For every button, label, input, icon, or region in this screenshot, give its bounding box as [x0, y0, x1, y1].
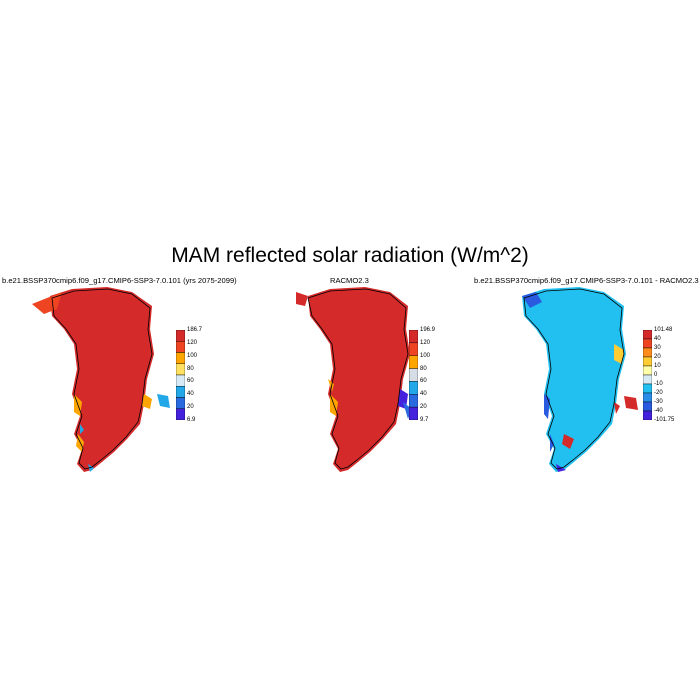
east-low-cells: [403, 402, 412, 419]
ice-sheet-field: [50, 287, 154, 472]
colorbar-tick-label: 80: [187, 365, 194, 372]
east-coast-margin: [142, 394, 152, 409]
colorbar-tick-label: 80: [420, 365, 427, 372]
colorbar-tick-label: 120: [420, 339, 431, 346]
colorbar-swatch: [409, 406, 418, 420]
colorbar-swatch: [643, 401, 652, 412]
colorbar-tick-label: 60: [187, 378, 194, 385]
panel-title: b.e21.BSSP370cmip6.f09_g17.CMIP6-SSP3-7.…: [474, 276, 699, 285]
colorbar-swatch: [409, 381, 418, 395]
colorbar-tick-label: 40: [654, 336, 661, 342]
iceland-cells: [624, 396, 638, 410]
greenland-map: [32, 287, 170, 472]
colorbar-tick-label: 40: [420, 391, 427, 398]
colorbar-tick-label: 60: [420, 378, 427, 385]
figure-title: MAM reflected solar radiation (W/m^2): [171, 244, 529, 267]
colorbar-tick-label: 20: [654, 354, 661, 360]
colorbar-swatch: [643, 330, 652, 340]
colorbar-swatch: [176, 341, 185, 353]
colorbar-swatches: [176, 330, 185, 420]
coastline: [523, 288, 625, 470]
panel-difference: b.e21.BSSP370cmip6.f09_g17.CMIP6-SSP3-7.…: [474, 276, 699, 476]
ice-sheet-field: [308, 287, 410, 472]
colorbar-tick-label: 10: [654, 363, 661, 369]
west-negative-margin: [544, 394, 554, 452]
colorbar-tick-label: 9.7: [420, 417, 429, 423]
coastline: [51, 288, 153, 470]
colorbar-racmo: 196.9 120 100 80 60 40 20 9.7: [409, 327, 435, 423]
colorbar-swatches: [643, 330, 652, 420]
greenland-map: [522, 287, 638, 472]
panel-title: b.e21.BSSP370cmip6.f09_g17.CMIP6-SSP3-7.…: [2, 276, 237, 285]
colorbar-swatch: [409, 355, 418, 369]
colorbar-swatch: [643, 338, 652, 349]
colorbar-swatch: [176, 352, 185, 364]
colorbar-tick-label: 20: [187, 404, 194, 411]
colorbar-swatch: [409, 368, 418, 382]
colorbar-swatch: [643, 383, 652, 394]
southeast-positive-cells: [614, 402, 620, 414]
colorbar-tick-label: -101.75: [654, 417, 675, 423]
colorbar-swatch: [176, 408, 185, 420]
colorbar-swatch: [409, 342, 418, 356]
south-positive-cells: [562, 434, 574, 449]
north-coast-region: [296, 292, 308, 306]
colorbar-swatch: [409, 394, 418, 408]
colorbar-tick-label: 120: [187, 339, 198, 346]
coastal-low-cells: [80, 424, 94, 472]
colorbar-swatch: [643, 392, 652, 403]
colorbar-tick-label: 196.9: [420, 327, 436, 333]
colorbar-swatch: [409, 330, 418, 344]
colorbar-swatch: [643, 356, 652, 367]
colorbar-swatch: [176, 397, 185, 409]
colorbar-labels: 196.9 120 100 80 60 40 20 9.7: [420, 327, 460, 423]
colorbar-swatch: [643, 365, 652, 376]
panel-model: b.e21.BSSP370cmip6.f09_g17.CMIP6-SSP3-7.…: [2, 276, 237, 476]
colorbar-difference: 101.48 40 30 20 10 0 -10 -20 -30 -40 -101.75: [643, 327, 674, 423]
colorbar-tick-label: 20: [420, 404, 427, 411]
colorbar-tick-label: 186.7: [187, 327, 203, 333]
panel-racmo: RACMO2.3: [290, 276, 420, 476]
colorbar-swatch: [643, 374, 652, 385]
colorbar-tick-label: 100: [420, 352, 431, 359]
colorbar-tick-label: -20: [654, 390, 663, 396]
east-positive-margin: [614, 344, 624, 364]
north-negative-region: [522, 292, 542, 308]
colorbar-tick-label: 101.48: [654, 327, 673, 333]
colorbar-swatches: [409, 330, 418, 420]
colorbar-tick-label: 30: [654, 345, 661, 351]
coastline: [307, 288, 409, 470]
colorbar-tick-label: 6.9: [187, 417, 196, 423]
colorbar-swatch: [643, 347, 652, 358]
colorbar-swatch: [176, 374, 185, 387]
difference-field: [522, 287, 626, 472]
colorbar-tick-label: -40: [654, 408, 663, 414]
colorbar-tick-label: 100: [187, 352, 198, 359]
colorbar-tick-label: -30: [654, 399, 663, 405]
colorbar-swatch: [643, 410, 652, 420]
colorbar-swatch: [176, 386, 185, 398]
greenland-map: [296, 287, 412, 472]
colorbar-tick-label: 0: [654, 372, 658, 378]
west-coast-margin: [328, 379, 338, 416]
colorbar-swatch: [176, 330, 185, 342]
colorbar-swatch: [176, 363, 185, 376]
colorbar-tick-label: -10: [654, 381, 663, 387]
colorbar-labels: 186.7 120 100 80 60 40 20 6.9: [187, 327, 227, 423]
colorbar-tick-label: 40: [187, 391, 194, 398]
iceland-cells: [157, 394, 170, 408]
west-coast-margin: [74, 394, 84, 452]
panel-title: RACMO2.3: [330, 276, 369, 285]
colorbar-labels: 101.48 40 30 20 10 0 -10 -20 -30 -40 -101.75: [654, 327, 694, 423]
colorbar-model: 186.7 120 100 80 60 40 20 6.9: [176, 327, 202, 423]
